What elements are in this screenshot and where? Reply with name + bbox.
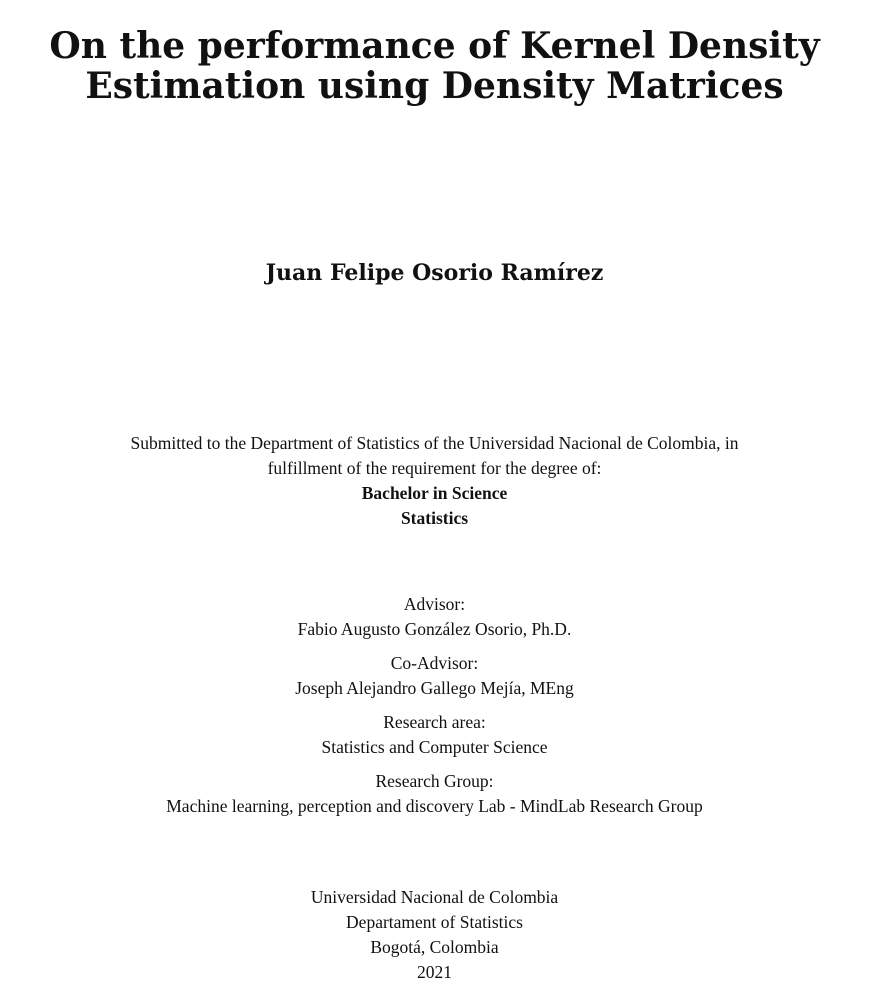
co-advisor-name: Joseph Alejandro Gallego Mejía, MEng xyxy=(295,678,574,698)
thesis-title-line-2: Estimation using Density Matrices xyxy=(85,65,784,107)
university-name: Universidad Nacional de Colombia xyxy=(310,887,559,907)
degree-field: Statistics xyxy=(400,508,469,528)
submission-statement: Submitted to the Department of Statistic… xyxy=(0,431,869,531)
year: 2021 xyxy=(417,962,452,982)
institution-block: Universidad Nacional de Colombia Departa… xyxy=(0,885,869,985)
co-advisor-group: Co-Advisor: Joseph Alejandro Gallego Mej… xyxy=(0,651,869,701)
submission-line-1: Submitted to the Department of Statistic… xyxy=(130,433,739,453)
author-name: Juan Felipe Osorio Ramírez xyxy=(265,260,604,286)
research-group-group: Research Group: Machine learning, percep… xyxy=(0,769,869,819)
department-name: Departament of Statistics xyxy=(346,912,523,932)
research-area-value: Statistics and Computer Science xyxy=(321,737,548,757)
degree-name: Bachelor in Science xyxy=(361,483,508,503)
thesis-title-line-1: On the performance of Kernel Density xyxy=(49,25,820,67)
submission-line-2: fulfillment of the requirement for the d… xyxy=(267,458,602,478)
advisor-group: Advisor: Fabio Augusto González Osorio, … xyxy=(0,592,869,642)
research-area-group: Research area: Statistics and Computer S… xyxy=(0,710,869,760)
advisor-name: Fabio Augusto González Osorio, Ph.D. xyxy=(297,619,572,639)
research-group-label: Research Group: xyxy=(375,771,494,791)
city-name: Bogotá, Colombia xyxy=(370,937,499,957)
co-advisor-label: Co-Advisor: xyxy=(390,653,479,673)
advisors-section: Advisor: Fabio Augusto González Osorio, … xyxy=(0,592,869,828)
thesis-title: On the performance of Kernel Density Est… xyxy=(0,26,869,106)
research-group-value: Machine learning, perception and discove… xyxy=(166,796,703,816)
research-area-label: Research area: xyxy=(383,712,486,732)
advisor-label: Advisor: xyxy=(403,594,466,614)
